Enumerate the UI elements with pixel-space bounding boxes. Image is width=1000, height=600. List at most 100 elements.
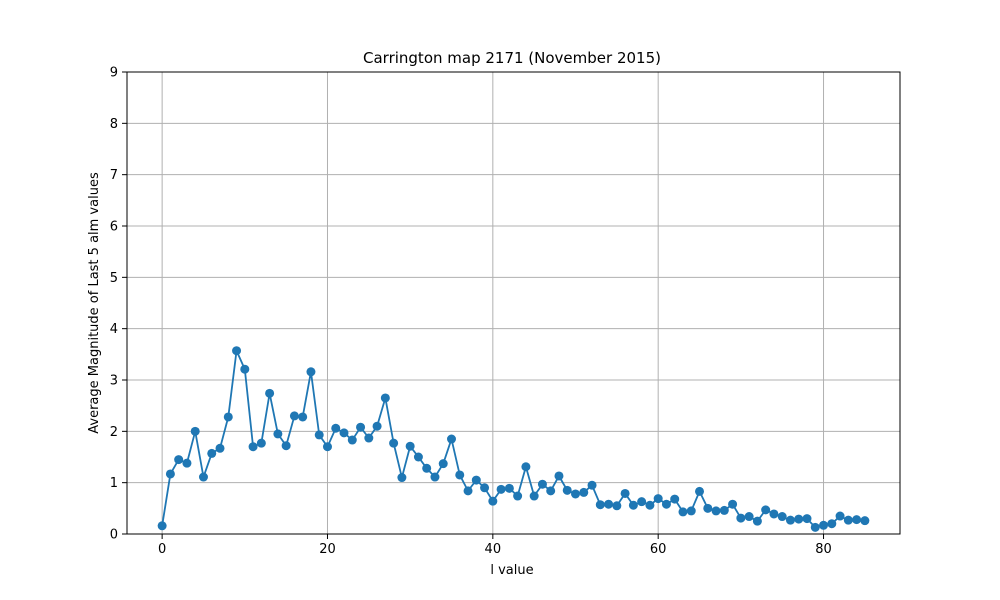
- data-point: [695, 486, 705, 496]
- data-point: [306, 367, 316, 377]
- data-point: [198, 472, 208, 482]
- data-point: [223, 412, 233, 422]
- data-point: [372, 421, 382, 431]
- data-point: [438, 459, 448, 469]
- x-tick-label: 40: [485, 542, 502, 557]
- data-point: [347, 435, 357, 445]
- y-tick-label: 7: [110, 168, 118, 183]
- data-point: [546, 486, 556, 496]
- data-point: [744, 512, 754, 522]
- data-point: [785, 515, 795, 525]
- x-tick-label: 60: [650, 542, 667, 557]
- data-point: [182, 458, 192, 468]
- data-point: [802, 514, 812, 524]
- data-point: [819, 520, 829, 530]
- x-tick-label: 0: [158, 542, 166, 557]
- data-point: [686, 506, 696, 516]
- data-point: [256, 438, 266, 448]
- data-point: [364, 433, 374, 443]
- data-point: [661, 499, 671, 509]
- plot-frame: [126, 71, 901, 535]
- data-point: [380, 393, 390, 403]
- grid: [127, 71, 900, 535]
- data-point: [281, 441, 291, 451]
- data-point: [628, 500, 638, 510]
- data-point: [752, 516, 762, 526]
- series-line: [161, 349, 865, 529]
- data-point: [273, 429, 283, 439]
- data-point: [463, 486, 473, 496]
- axis-ticks: 0 20 40 60 80 0 1 2 3 4 5 6 7 8 9: [110, 66, 832, 558]
- data-point: [736, 513, 746, 523]
- data-point: [571, 489, 581, 499]
- data-point: [777, 512, 787, 522]
- data-point: [389, 438, 399, 448]
- data-point: [728, 499, 738, 509]
- data-point: [860, 516, 870, 526]
- data-point: [835, 511, 845, 521]
- data-point: [761, 505, 771, 515]
- data-point: [165, 469, 175, 479]
- y-tick-label: 6: [110, 220, 118, 235]
- data-point: [521, 462, 531, 472]
- data-point: [612, 501, 622, 511]
- data-point: [587, 480, 597, 490]
- data-point: [413, 452, 423, 462]
- data-point: [240, 364, 250, 374]
- data-point: [314, 430, 324, 440]
- data-point: [513, 491, 523, 501]
- data-point: [504, 483, 514, 493]
- data-point: [810, 522, 820, 532]
- data-point: [215, 443, 225, 453]
- data-point: [562, 485, 572, 495]
- data-point: [637, 497, 647, 507]
- data-point: [794, 514, 804, 524]
- data-point: [471, 475, 481, 485]
- data-point: [711, 506, 721, 516]
- y-tick-label: 0: [110, 528, 118, 543]
- data-point: [157, 521, 167, 531]
- chart-title: Carrington map 2171 (November 2015): [363, 49, 661, 67]
- data-point: [852, 515, 862, 525]
- data-point: [248, 442, 258, 452]
- y-tick-label: 8: [110, 117, 118, 132]
- data-point: [537, 479, 547, 489]
- x-tick-label: 20: [319, 542, 336, 557]
- y-axis-label: Average Magnitude of Last 5 alm values: [87, 172, 102, 434]
- data-point: [339, 428, 349, 438]
- data-point: [298, 412, 308, 422]
- data-point: [579, 487, 589, 497]
- data-point: [430, 472, 440, 482]
- data-point: [604, 499, 614, 509]
- data-point: [529, 491, 539, 501]
- y-tick-label: 2: [110, 425, 118, 440]
- data-point: [843, 515, 853, 525]
- data-point: [265, 388, 275, 398]
- x-tick-label: 80: [815, 542, 832, 557]
- data-point: [678, 507, 688, 517]
- data-point: [331, 423, 341, 433]
- data-point: [289, 411, 299, 421]
- data-point: [703, 503, 713, 513]
- data-point: [174, 455, 184, 465]
- y-tick-label: 9: [110, 66, 118, 81]
- data-point: [422, 463, 432, 473]
- data-point: [496, 484, 506, 494]
- data-point: [670, 494, 680, 504]
- data-point: [190, 426, 200, 436]
- data-point: [827, 519, 837, 529]
- y-tick-label: 4: [110, 322, 118, 337]
- data-point: [356, 422, 366, 432]
- y-tick-label: 1: [110, 476, 118, 491]
- series-layer: [157, 346, 870, 532]
- data-point: [405, 441, 415, 451]
- data-point: [446, 434, 456, 444]
- data-point: [620, 488, 630, 498]
- y-tick-label: 5: [110, 271, 118, 286]
- y-tick-label: 3: [110, 374, 118, 389]
- data-point: [322, 442, 332, 452]
- data-point: [769, 509, 779, 519]
- data-point: [480, 483, 490, 493]
- data-point: [595, 500, 605, 510]
